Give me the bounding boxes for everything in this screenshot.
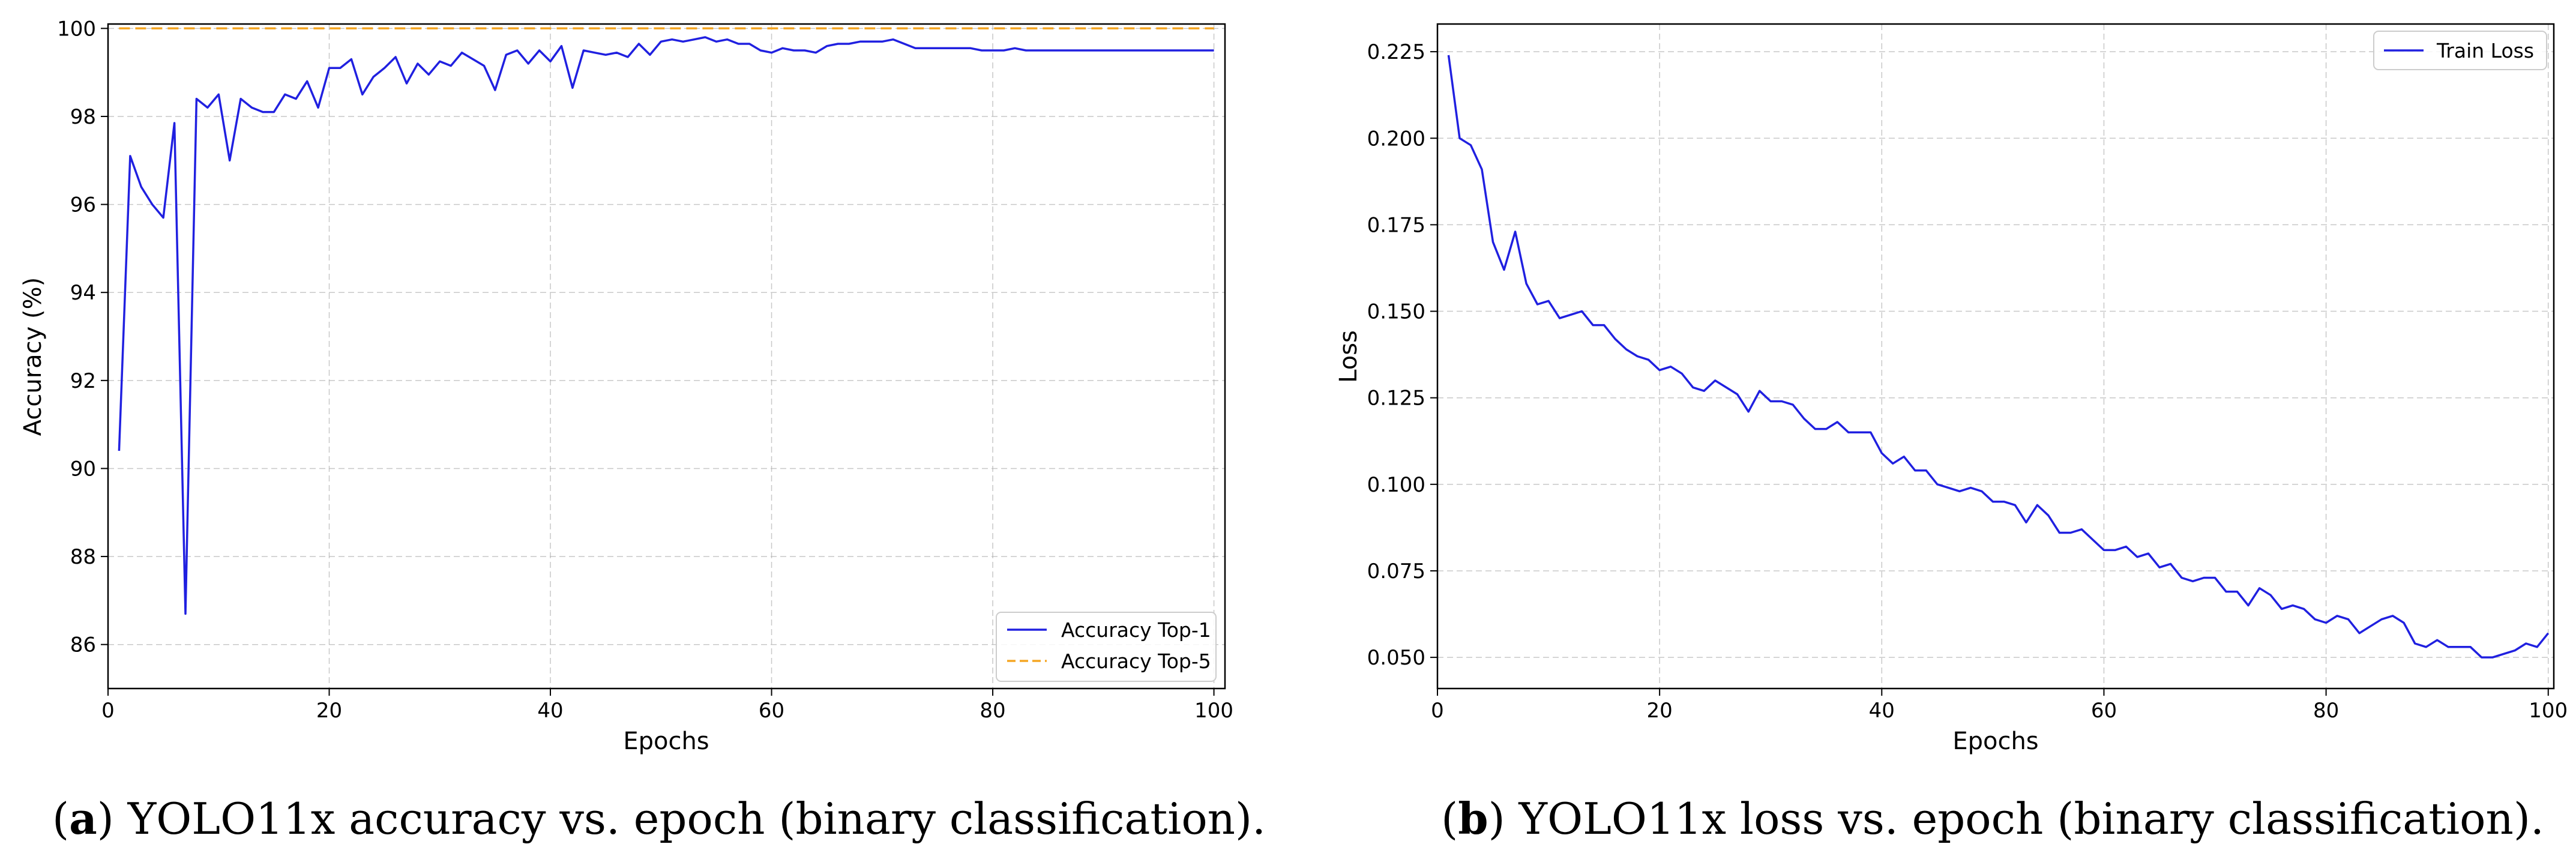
loss-series	[1447, 55, 2550, 659]
accuracy-series	[118, 27, 1214, 615]
caption-b-text: ) YOLO11x loss vs. epoch (binary classif…	[1488, 794, 2544, 844]
caption-a-text: ) YOLO11x accuracy vs. epoch (binary cla…	[97, 794, 1266, 844]
loss-xtick-label: 40	[1869, 699, 1895, 723]
caption-a: (a) YOLO11x accuracy vs. epoch (binary c…	[52, 793, 1266, 844]
accuracy-xtick-label: 20	[316, 699, 342, 723]
caption-b: (b) YOLO11x loss vs. epoch (binary class…	[1441, 793, 2544, 844]
caption-b-open: (	[1441, 794, 1458, 844]
loss-xtick-label: 0	[1431, 699, 1444, 723]
loss-ytick-label: 0.150	[1367, 300, 1425, 324]
accuracy-xtick-label: 80	[980, 699, 1005, 723]
accuracy-xtick-label: 0	[101, 699, 115, 723]
accuracy-ytick-label: 92	[70, 369, 96, 393]
loss-ytick-label: 0.050	[1367, 646, 1425, 670]
legend-label-train-loss: Train Loss	[2436, 39, 2534, 62]
loss-legend-box	[2373, 31, 2547, 70]
loss-ytick-label: 0.225	[1367, 40, 1425, 64]
accuracy-ytick-label: 94	[70, 281, 96, 305]
legend-label-top5: Accuracy Top-5	[1061, 650, 1211, 673]
accuracy-y-axis-label: Accuracy (%)	[19, 277, 47, 436]
caption-a-open: (	[52, 794, 69, 844]
accuracy-ytick-label: 96	[70, 193, 96, 217]
accuracy-plot-area	[108, 24, 1225, 689]
loss-xtick-label: 60	[2091, 699, 2117, 723]
accuracy-ytick-label: 98	[70, 105, 96, 129]
loss-x-axis-label: Epochs	[1952, 728, 2038, 755]
loss-ytick-label: 0.075	[1367, 559, 1425, 583]
caption-b-letter: b	[1458, 793, 1488, 844]
accuracy-chart: 0 20 40 60 80 100 86 88 90 92 94 96 98 100 Epochs Acc…	[19, 17, 1233, 755]
loss-ytick-label: 0.175	[1367, 213, 1425, 237]
accuracy-plot-frame	[107, 23, 1226, 690]
loss-plot-area	[1437, 24, 2554, 689]
accuracy-x-axis-label: Epochs	[623, 728, 709, 755]
loss-xtick-label: 20	[1647, 699, 1673, 723]
loss-plot-frame	[1436, 23, 2555, 690]
accuracy-grid	[107, 24, 1225, 689]
accuracy-ytick-label: 88	[70, 545, 96, 569]
accuracy-ytick-label: 90	[70, 457, 96, 481]
loss-ytick-label: 0.125	[1367, 387, 1425, 411]
accuracy-legend: Accuracy Top-1 Accuracy Top-5	[996, 612, 1217, 682]
loss-xtick-label: 100	[2529, 699, 2568, 723]
legend-label-top1: Accuracy Top-1	[1061, 618, 1211, 642]
accuracy-xtick-label: 40	[537, 699, 563, 723]
loss-ticks: 0 20 40 60 80 100 0.050 0.075 0.100 0.125 0.150 0.1…	[1367, 40, 2568, 723]
loss-chart: 0 20 40 60 80 100 0.050 0.075 0.100 0.125 0.150 0.1…	[1335, 23, 2568, 755]
caption-a-letter: a	[69, 793, 97, 844]
accuracy-legend-box	[996, 612, 1217, 682]
accuracy-ytick-label: 86	[70, 633, 96, 657]
accuracy-ticks: 0 20 40 60 80 100 86 88 90 92 94 96 98 100	[57, 17, 1233, 723]
loss-xtick-label: 80	[2313, 699, 2339, 723]
accuracy-series-0-line	[118, 36, 1214, 615]
accuracy-ytick-label: 100	[57, 17, 96, 41]
loss-legend: Train Loss	[2373, 31, 2547, 70]
loss-ytick-label: 0.100	[1367, 473, 1425, 497]
loss-y-axis-label: Loss	[1335, 330, 1362, 383]
accuracy-xtick-label: 100	[1194, 699, 1233, 723]
loss-series-0-line	[1447, 55, 2550, 659]
loss-ytick-label: 0.200	[1367, 127, 1425, 151]
accuracy-xtick-label: 60	[759, 699, 784, 723]
